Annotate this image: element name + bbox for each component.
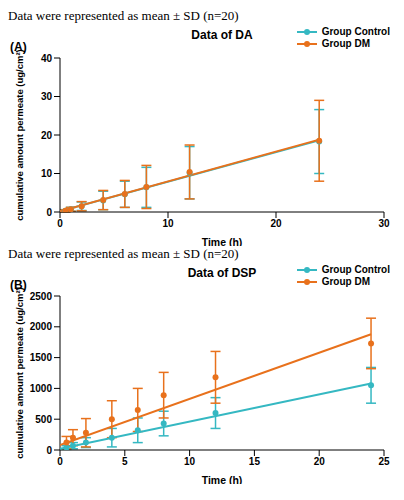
svg-text:25: 25 [378, 456, 390, 467]
svg-text:cumulative amount permeate (ug: cumulative amount permeate (ug/cm²) [14, 287, 25, 459]
svg-text:30: 30 [41, 91, 53, 102]
svg-text:15: 15 [249, 456, 261, 467]
svg-text:2000: 2000 [30, 321, 53, 332]
svg-text:0: 0 [46, 445, 52, 456]
svg-text:10: 10 [162, 218, 174, 229]
html-text:(B): (B) [10, 278, 27, 292]
svg-text:40: 40 [41, 53, 53, 64]
svg-text:cumulative amount permeate (ug: cumulative amount permeate (ug/cm²) [14, 49, 25, 221]
html-text:Group DM: Group DM [321, 276, 370, 287]
svg-text:0: 0 [46, 207, 52, 218]
html-text:Group Control: Group Control [321, 264, 390, 275]
html-text:Data of DA: Data of DA [191, 28, 253, 42]
svg-text:20: 20 [270, 218, 282, 229]
svg-text:0: 0 [57, 456, 63, 467]
html-text:Data of DSP: Data of DSP [187, 266, 257, 280]
svg-text:500: 500 [35, 414, 52, 425]
html-text:Data were represented as mean: Data were represented as mean ± SD (n=20… [8, 246, 239, 261]
html-text:Data were represented as mean: Data were represented as mean ± SD (n=20… [8, 8, 239, 23]
svg-text:1500: 1500 [30, 352, 53, 363]
svg-text:1000: 1000 [30, 383, 53, 394]
svg-text:10: 10 [41, 168, 53, 179]
svg-text:Time (h): Time (h) [202, 236, 243, 246]
svg-text:5: 5 [122, 456, 128, 467]
svg-text:30: 30 [378, 218, 390, 229]
svg-text:2500: 2500 [30, 291, 53, 302]
html-text:Group Control: Group Control [321, 26, 390, 37]
svg-text:0: 0 [57, 218, 63, 229]
svg-text:20: 20 [314, 456, 326, 467]
html-text:(A): (A) [10, 40, 27, 54]
html-text:Group DM: Group DM [321, 38, 370, 49]
svg-text:10: 10 [184, 456, 196, 467]
svg-text:Time (h): Time (h) [202, 474, 243, 484]
svg-text:20: 20 [41, 130, 53, 141]
